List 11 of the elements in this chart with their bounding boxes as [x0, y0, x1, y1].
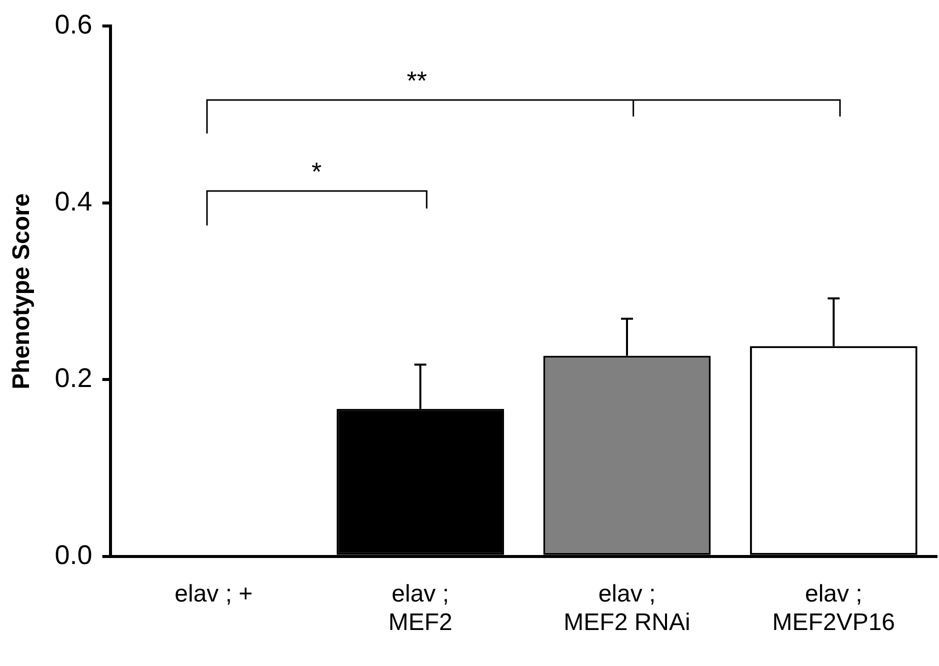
y-tick-label: 0.2	[54, 363, 92, 394]
x-tick-label: elav ; MEF2 RNAi	[564, 580, 690, 636]
x-tick-label: elav ; MEF2	[388, 580, 452, 636]
y-tick-label: 0.0	[54, 540, 92, 570]
y-tick-label: 0.6	[54, 10, 92, 40]
x-tick-label: elav ; +	[174, 580, 253, 608]
annotation: **	[406, 66, 427, 96]
y-tick-label: 0.4	[54, 186, 92, 216]
y-axis-title: Phenotype Score	[8, 193, 36, 390]
annotation: *	[311, 156, 322, 186]
x-tick-label: elav ; MEF2VP16	[772, 580, 896, 636]
